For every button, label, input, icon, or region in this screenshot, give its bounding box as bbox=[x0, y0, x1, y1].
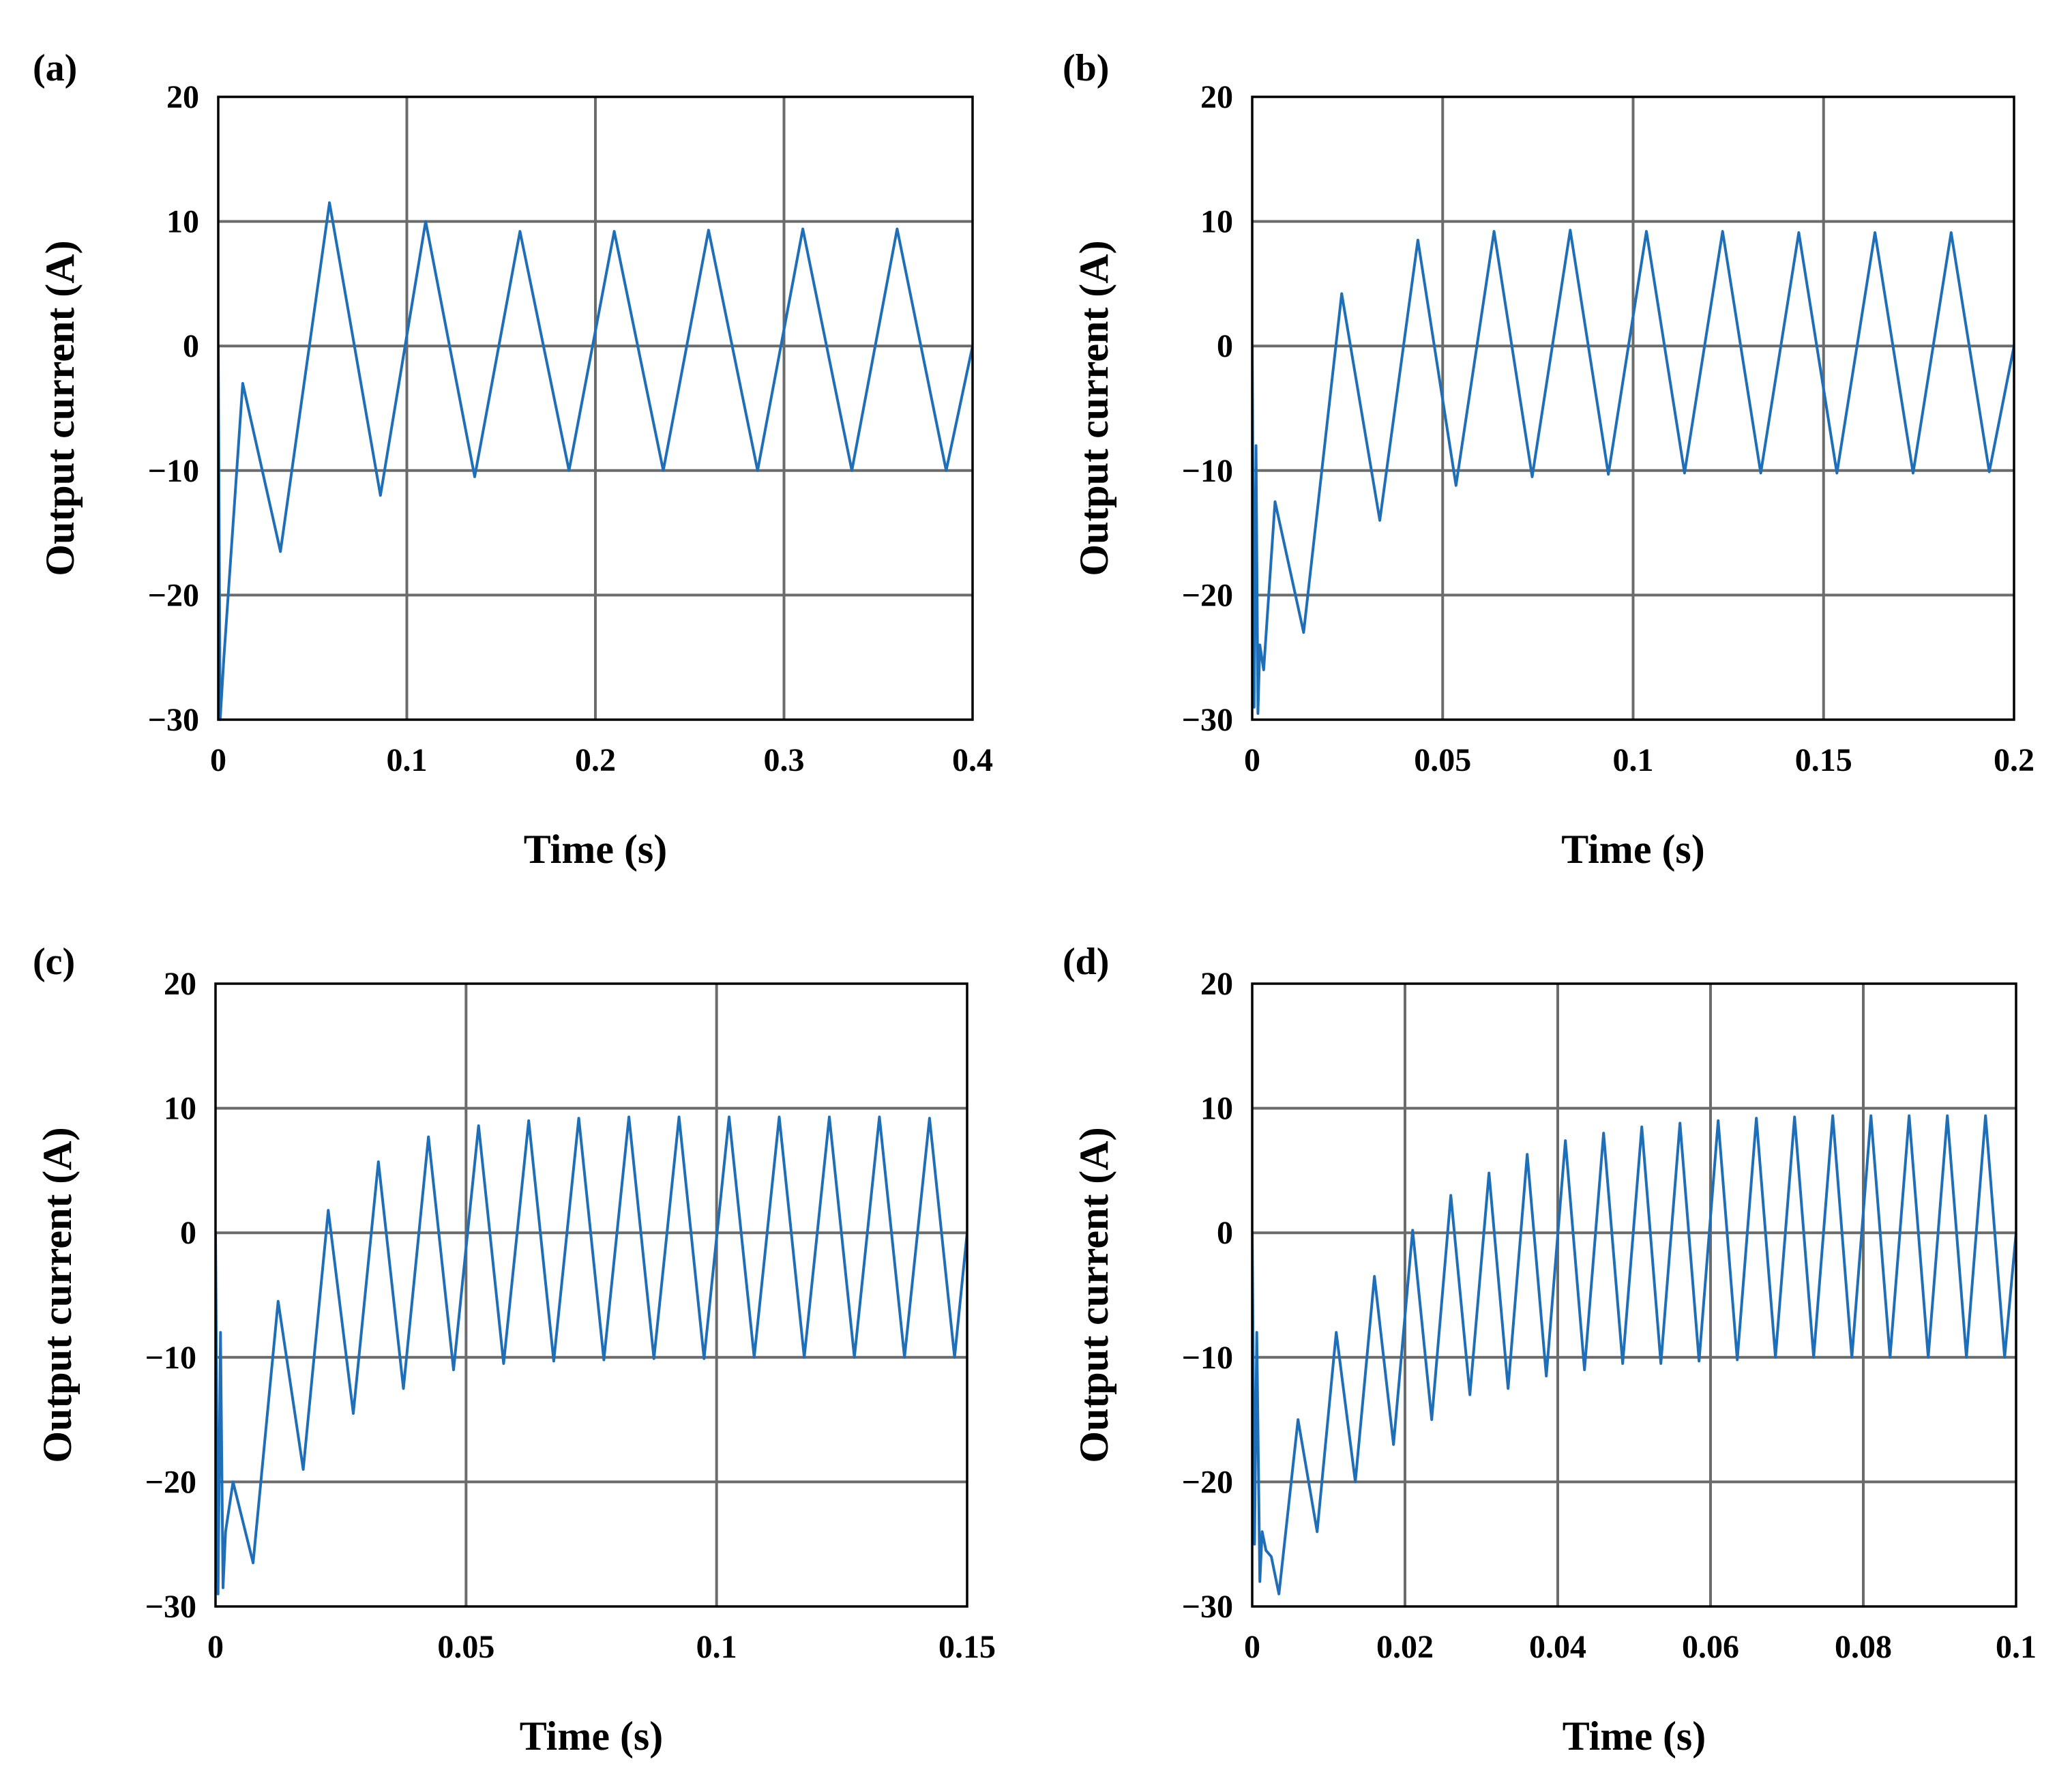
x-axis-label: Time (s) bbox=[1563, 1714, 1706, 1759]
panel-label: (a) bbox=[33, 47, 77, 89]
x-tick-label: 0.06 bbox=[1682, 1629, 1739, 1665]
x-tick-label: 0.08 bbox=[1835, 1629, 1892, 1665]
x-tick-label: 0.1 bbox=[1613, 742, 1654, 778]
plot-frame bbox=[1251, 96, 2015, 721]
x-tick-label: 0.3 bbox=[764, 742, 805, 778]
y-tick-label: −30 bbox=[1182, 1589, 1233, 1625]
y-axis-label: Output current (A) bbox=[1071, 240, 1116, 576]
y-tick-label: 10 bbox=[1200, 204, 1233, 240]
x-tick-label: 0.4 bbox=[952, 742, 993, 778]
y-tick-label: −30 bbox=[145, 1589, 196, 1625]
x-tick-label: 0.15 bbox=[938, 1629, 996, 1665]
x-tick-label: 0.02 bbox=[1376, 1629, 1434, 1665]
series-line bbox=[216, 1115, 967, 1596]
plot-frame bbox=[217, 96, 974, 721]
x-tick-label: 0 bbox=[207, 1629, 224, 1665]
x-tick-label: 0.2 bbox=[575, 742, 616, 778]
panel-label: (d) bbox=[1063, 941, 1109, 983]
y-tick-label: 20 bbox=[1200, 966, 1233, 1002]
x-tick-label: 0.05 bbox=[1414, 742, 1471, 778]
plot-frame bbox=[1251, 982, 2017, 1608]
y-tick-label: 0 bbox=[180, 1215, 196, 1251]
y-tick-label: −20 bbox=[148, 577, 199, 613]
y-tick-label: −10 bbox=[1182, 453, 1233, 489]
y-tick-label: −30 bbox=[1182, 702, 1233, 738]
x-tick-label: 0 bbox=[1244, 1629, 1260, 1665]
x-tick-label: 0.15 bbox=[1795, 742, 1852, 778]
y-tick-label: 20 bbox=[164, 966, 196, 1002]
y-axis-label: Output current (A) bbox=[35, 1127, 80, 1463]
y-tick-label: 20 bbox=[1200, 79, 1233, 115]
x-tick-label: 0.2 bbox=[1994, 742, 2034, 778]
y-tick-label: −20 bbox=[1182, 1464, 1233, 1500]
series-line bbox=[1252, 229, 2014, 715]
y-tick-label: −10 bbox=[145, 1340, 196, 1376]
y-tick-label: 10 bbox=[164, 1091, 196, 1127]
y-tick-label: −10 bbox=[1182, 1340, 1233, 1376]
series-line bbox=[218, 201, 973, 721]
panel-label: (b) bbox=[1063, 47, 1109, 89]
y-tick-label: 0 bbox=[1217, 1215, 1233, 1251]
y-axis-label: Output current (A) bbox=[1071, 1127, 1116, 1463]
y-tick-label: −10 bbox=[148, 453, 199, 489]
x-axis-label: Time (s) bbox=[1561, 827, 1705, 872]
x-tick-label: 0 bbox=[210, 742, 226, 778]
y-tick-label: 10 bbox=[1200, 1091, 1233, 1127]
y-axis-label: Output current (A) bbox=[38, 240, 83, 576]
x-axis-label: Time (s) bbox=[524, 827, 668, 872]
y-tick-label: −20 bbox=[145, 1464, 196, 1500]
x-tick-label: 0.1 bbox=[1996, 1629, 2037, 1665]
y-tick-label: 20 bbox=[166, 79, 199, 115]
y-tick-label: 0 bbox=[183, 328, 199, 364]
series-line bbox=[1252, 1114, 2016, 1596]
y-tick-label: 10 bbox=[166, 204, 199, 240]
y-tick-label: −20 bbox=[1182, 577, 1233, 613]
plot-frame bbox=[214, 982, 968, 1608]
x-tick-label: 0.05 bbox=[437, 1629, 494, 1665]
x-axis-label: Time (s) bbox=[520, 1714, 664, 1759]
y-tick-label: 0 bbox=[1217, 328, 1233, 364]
x-tick-label: 0 bbox=[1244, 742, 1260, 778]
panel-label: (c) bbox=[33, 941, 75, 983]
y-tick-label: −30 bbox=[148, 702, 199, 738]
x-tick-label: 0.1 bbox=[387, 742, 428, 778]
x-tick-label: 0.04 bbox=[1529, 1629, 1586, 1665]
x-tick-label: 0.1 bbox=[696, 1629, 737, 1665]
